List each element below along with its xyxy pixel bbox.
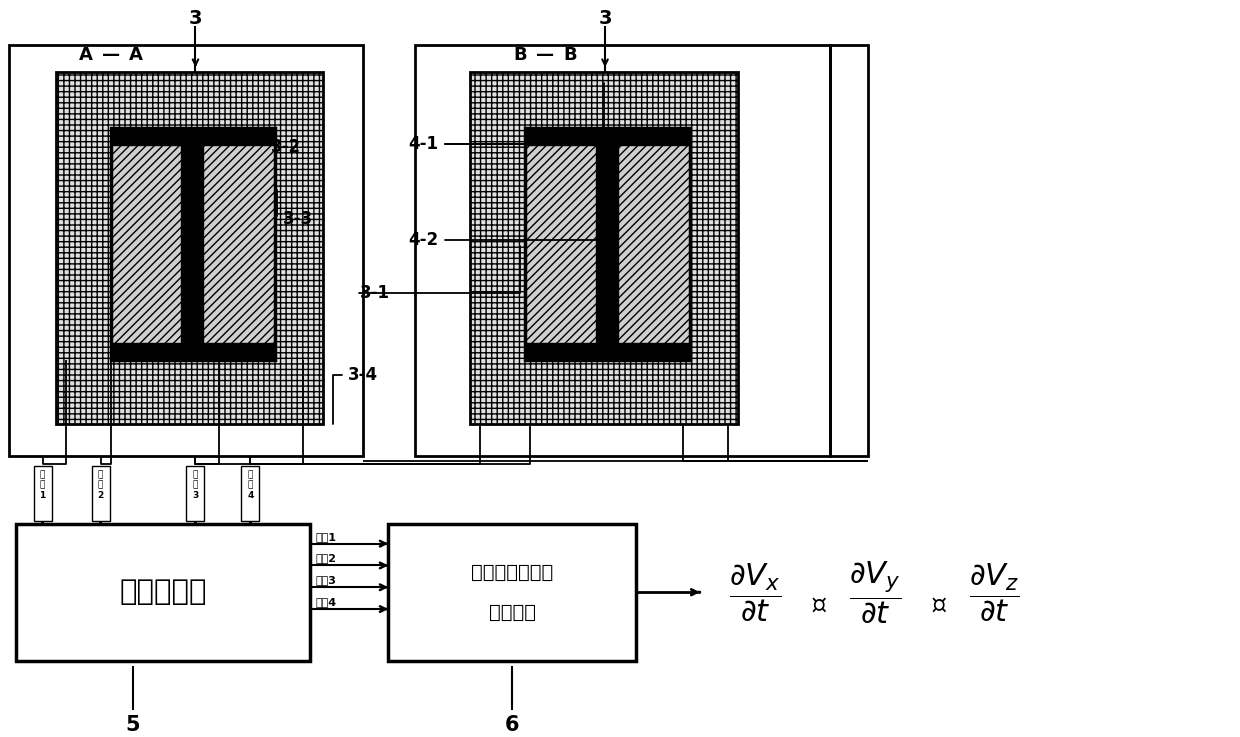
Text: 通道1: 通道1	[315, 531, 336, 542]
Text: 3-4: 3-4	[348, 366, 378, 384]
Text: 通道3: 通道3	[315, 576, 336, 585]
Bar	[92, 467, 109, 521]
Text: 通
道
2: 通 道 2	[98, 470, 104, 500]
Text: 3-3: 3-3	[283, 209, 312, 228]
Text: 通道2: 通道2	[315, 553, 336, 564]
Bar	[596, 145, 618, 343]
Bar	[415, 45, 830, 456]
Bar	[110, 128, 275, 360]
Text: $\dfrac{\partial V_x}{\partial t}$: $\dfrac{\partial V_x}{\partial t}$	[729, 561, 781, 624]
Bar	[525, 128, 689, 145]
Text: $\dfrac{\partial V_y}{\partial t}$: $\dfrac{\partial V_y}{\partial t}$	[848, 559, 900, 626]
Text: 3: 3	[598, 9, 611, 28]
Text: 电荷放大器: 电荷放大器	[119, 579, 207, 607]
Text: 通
道
3: 通 道 3	[192, 470, 198, 500]
Bar	[56, 72, 324, 424]
Text: —: —	[102, 46, 119, 64]
Text: 通
道
4: 通 道 4	[247, 470, 254, 500]
Bar	[9, 45, 363, 456]
Bar	[470, 72, 738, 424]
Bar	[110, 343, 275, 360]
Text: 3: 3	[188, 9, 202, 28]
Bar	[186, 467, 205, 521]
Bar	[110, 128, 275, 145]
Text: 5: 5	[125, 715, 140, 735]
Bar	[830, 45, 868, 456]
Text: B: B	[563, 46, 577, 64]
Text: 存储模块: 存储模块	[489, 603, 536, 621]
Text: 信号处理、显示: 信号处理、显示	[471, 563, 553, 582]
Text: B: B	[513, 46, 527, 64]
Bar	[388, 524, 636, 660]
Text: A: A	[129, 46, 143, 64]
Text: A: A	[78, 46, 93, 64]
Text: $\mathbf{、}$: $\mathbf{、}$	[812, 592, 827, 616]
Bar	[525, 128, 689, 360]
Text: —: —	[536, 46, 554, 64]
Bar	[33, 467, 52, 521]
Text: 通
道
1: 通 道 1	[40, 470, 46, 500]
Bar	[525, 343, 689, 360]
Text: 4-1: 4-1	[408, 136, 438, 153]
Text: $\mathbf{、}$: $\mathbf{、}$	[931, 592, 947, 616]
Text: 4-2: 4-2	[408, 231, 438, 249]
Text: 3-2: 3-2	[270, 139, 300, 156]
Bar	[181, 145, 203, 343]
Text: 通道4: 通道4	[315, 597, 336, 607]
Bar	[16, 524, 310, 660]
Bar	[242, 467, 259, 521]
Text: 6: 6	[505, 715, 520, 735]
Text: $\dfrac{\partial V_z}{\partial t}$: $\dfrac{\partial V_z}{\partial t}$	[970, 561, 1021, 624]
Text: 3-1: 3-1	[361, 284, 391, 302]
